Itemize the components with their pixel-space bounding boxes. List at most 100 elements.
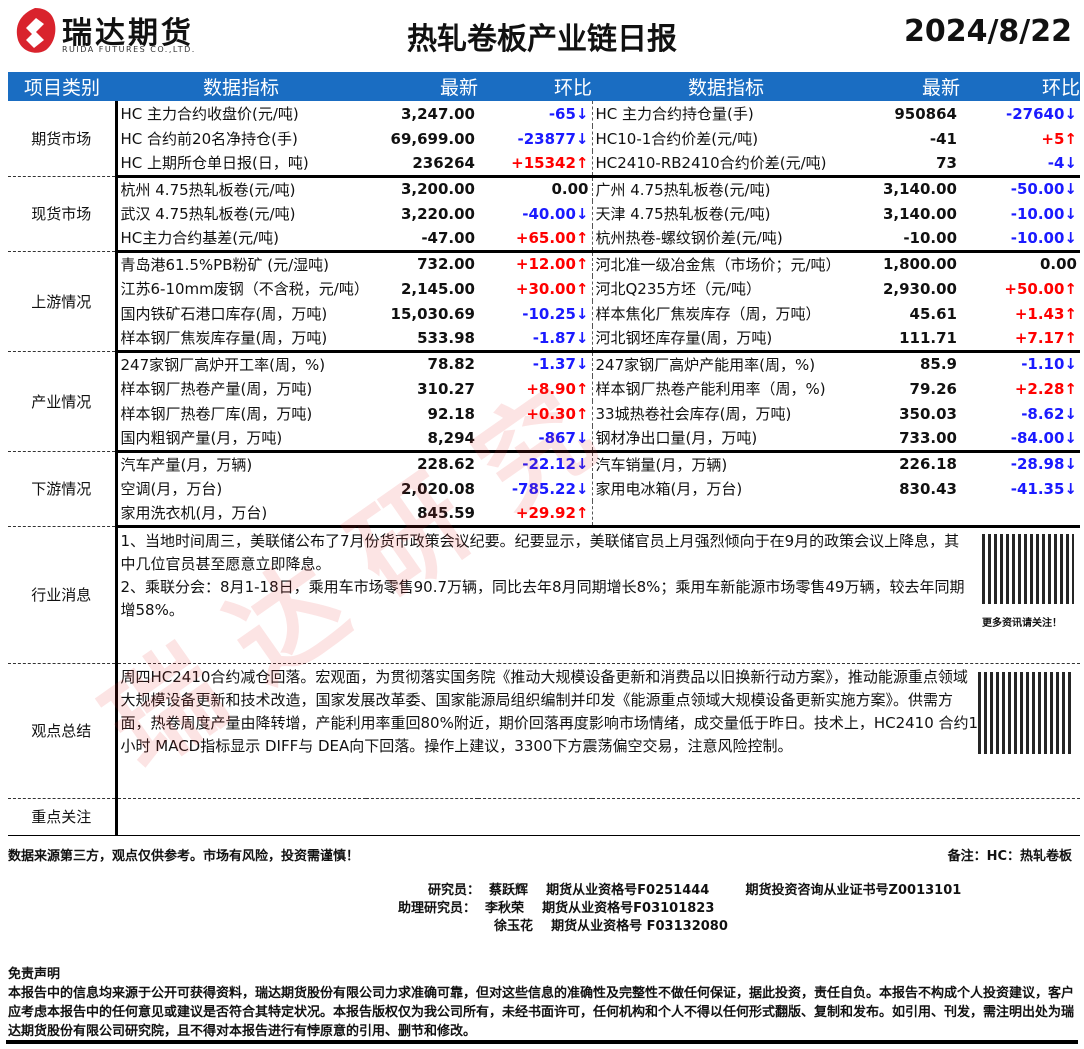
change-value: +0.30↑: [526, 404, 589, 423]
category-label: 期货市场: [8, 101, 118, 177]
latest-value: -10.00: [860, 226, 960, 253]
latest-value: 950864: [894, 104, 957, 123]
indicator-name: 杭州 4.75热轧板卷(元/吨): [120, 180, 296, 199]
latest-value: 3,247.00: [400, 104, 475, 123]
indicator-name: 江苏6-10mm废钢（不含税，元/吨）: [120, 280, 367, 298]
latest-value: 8,294: [366, 426, 478, 453]
indicator-name: HC 上期所仓单日报(日，吨): [116, 151, 366, 178]
change-value: -10.00↓: [960, 226, 1080, 253]
indicator-name: 国内粗钢产量(月，万吨): [116, 426, 366, 453]
latest-value: 732.00: [417, 255, 475, 274]
latest-value: 85.9: [919, 355, 957, 374]
change-value: -40.00↓: [522, 204, 589, 223]
indicator-name: HC2410-RB2410合约价差(元/吨): [591, 151, 860, 178]
latest-value: 350.03: [899, 404, 957, 423]
latest-value: 228.62: [417, 455, 475, 474]
change-value: -84.00↓: [960, 426, 1080, 453]
indicator-name: [591, 501, 860, 528]
col-change-2: 环比: [960, 72, 1080, 101]
report-title: 热轧卷板产业链日报: [407, 22, 677, 57]
latest-value: 111.71: [860, 326, 960, 353]
table-row: 产业情况 247家钢厂高炉开工率(周，%) 78.82 -1.37↓ 247家钢厂高炉产…: [8, 351, 1080, 452]
category-label: 产业情况: [8, 351, 118, 452]
indicator-name: 广州 4.75热轧板卷(元/吨): [591, 176, 860, 201]
latest-value: 15,030.69: [390, 304, 475, 323]
latest-value: 78.82: [427, 355, 475, 374]
indicator-name: 家用洗衣机(月，万台): [116, 501, 366, 528]
abbreviation-note: 备注：HC：热轧卷板: [947, 849, 1072, 864]
latest-value: 830.43: [899, 479, 957, 498]
latest-value: 45.61: [909, 304, 957, 323]
latest-value: 73: [860, 151, 960, 178]
change-value: -1.10↓: [1021, 355, 1077, 374]
data-source-note: 数据来源第三方，观点仅供参考。市场有风险，投资需谨慎！: [8, 849, 360, 864]
change-value: +29.92↑: [478, 501, 592, 528]
change-value: -8.62↓: [1021, 404, 1077, 423]
col-change: 环比: [478, 72, 592, 101]
news-item: 1、当地时间周三，美联储公布了7月份货币政策会议纪要。纪要显示，美联储官员上月强…: [120, 531, 960, 573]
table-row: 期货市场 HC 主力合约收盘价(元/吨) 3,247.00 -65↓ HC 主力合约持仓…: [8, 101, 1080, 177]
latest-value: 2,930.00: [882, 279, 957, 298]
focus-content: [116, 798, 1080, 836]
indicator-name: 青岛港61.5%PB粉矿 (元/湿吨): [120, 255, 330, 274]
table-row: 江苏6-10mm废钢（不含税，元/吨） 2,145.00 +30.00↑ 河北Q235…: [8, 276, 1080, 301]
change-value: +2.28↑: [1014, 379, 1077, 398]
col-latest: 最新: [366, 72, 478, 101]
change-value: +7.17↑: [960, 326, 1080, 353]
indicator-name: 汽车销量(月，万辆): [591, 451, 860, 476]
qr-caption: 更多资讯请关注！: [982, 617, 1062, 629]
table-row: 现货市场 杭州 4.75热轧板卷(元/吨) 3,200.00 0.00 广州 4.75热…: [8, 176, 1080, 252]
data-table: 项目类别 数据指标 最新 环比 数据指标 最新 环比 期货市场 HC 主力合约收盘…: [8, 72, 1080, 836]
change-value: -10.25↓: [522, 304, 589, 323]
view-row: 观点总结 周四HC2410合约减仓回落。宏观面，为贯彻落实国务院《推动大规模设备…: [8, 663, 1080, 799]
news-row: 行业消息 1、当地时间周三，美联储公布了7月份货币政策会议纪要。纪要显示，美联储…: [8, 526, 1080, 664]
ruida-logo-icon: [16, 8, 56, 53]
change-value: -4↓: [960, 151, 1080, 178]
latest-value: 3,220.00: [400, 204, 475, 223]
change-value: -1.87↓: [478, 326, 592, 353]
change-value: +5↑: [1041, 129, 1077, 148]
indicator-name: 汽车产量(月，万辆): [120, 455, 253, 474]
latest-value: -47.00: [366, 226, 478, 253]
change-value: -65↓: [548, 104, 589, 123]
disclaimer: 免责声明 本报告中的信息均来源于公开可获得资料，瑞达期货股份有限公司力求准确可靠…: [8, 965, 1078, 1041]
table-row: HC主力合约基差(元/吨) -47.00 +65.00↑ 杭州热卷-螺纹钢价差(元/吨…: [8, 226, 1080, 253]
indicator-name: 河北钢坯库存量(周，万吨): [591, 326, 860, 353]
analyst-line: 徐玉花 期货从业资格号 F03132080: [494, 919, 728, 934]
view-label: 观点总结: [8, 663, 118, 799]
change-value: -867↓: [478, 426, 592, 453]
change-value: +8.90↑: [526, 379, 589, 398]
latest-value: 733.00: [860, 426, 960, 453]
latest-value: 3,140.00: [882, 180, 957, 199]
change-value: -1.37↓: [532, 355, 589, 374]
brand-name-en: RUIDA FUTURES CO.,LTD.: [62, 45, 196, 54]
wechat-qr-code-icon: [978, 671, 1074, 754]
change-value: -22.12↓: [522, 455, 589, 474]
indicator-name: HC主力合约基差(元/吨): [116, 226, 366, 253]
col-category: 项目类别: [8, 72, 116, 101]
change-value: +30.00↑: [515, 279, 589, 298]
table-header: 项目类别 数据指标 最新 环比 数据指标 最新 环比: [8, 72, 1080, 101]
table-row: 国内铁矿石港口库存(周，万吨) 15,030.69 -10.25↓ 样本焦化厂焦炭库存…: [8, 301, 1080, 326]
latest-value: -41: [929, 129, 957, 148]
change-value: +15342↑: [478, 151, 592, 178]
indicator-name: HC 合约前20名净持仓(手): [120, 130, 298, 148]
table-row: HC 上期所仓单日报(日，吨) 236264 +15342↑ HC2410-RB241…: [8, 151, 1080, 178]
indicator-name: 样本钢厂热卷产量(周，万吨): [120, 380, 313, 398]
indicator-name: 杭州热卷-螺纹钢价差(元/吨): [591, 226, 860, 253]
category-label: 现货市场: [8, 176, 118, 252]
disclaimer-title: 免责声明: [8, 967, 61, 982]
table-row: HC 合约前20名净持仓(手) 69,699.00 -23877↓ HC10-1合约价…: [8, 126, 1080, 151]
indicator-name: HC10-1合约价差(元/吨): [591, 126, 860, 151]
change-value: -23877↓: [517, 129, 589, 148]
indicator-name: 钢材净出口量(月，万吨): [591, 426, 860, 453]
change-value: -41.35↓: [1010, 479, 1077, 498]
change-value: -10.00↓: [1010, 204, 1077, 223]
indicator-name: 33城热卷社会库存(周，万吨): [591, 401, 860, 426]
indicator-name: 样本钢厂热卷产能利用率（周，%): [591, 376, 860, 401]
col-latest-2: 最新: [860, 72, 960, 101]
latest-value: [860, 501, 960, 528]
report-date: 2024/8/22: [903, 14, 1072, 49]
change-value: -785.22↓: [511, 479, 589, 498]
indicator-name: 样本焦化厂焦炭库存（周，万吨）: [591, 301, 860, 326]
